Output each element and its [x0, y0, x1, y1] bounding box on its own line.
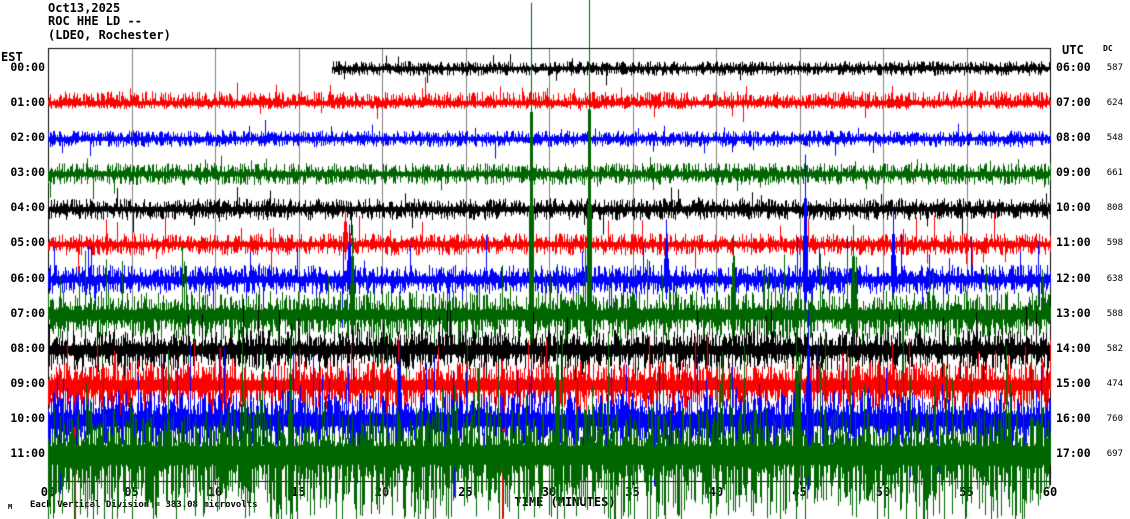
utc-time-label: 12:00: [1056, 270, 1091, 285]
station-label: ROC HHE LD --: [48, 14, 142, 28]
dc-value: 661: [1106, 168, 1123, 179]
dc-value: 588: [1106, 308, 1123, 319]
dc-value: 624: [1106, 97, 1123, 108]
date-label: Oct13,2025: [48, 1, 121, 15]
est-time-label: 06:00: [10, 270, 45, 285]
x-tick-label: 45: [792, 485, 807, 499]
location-label: (LDEO, Rochester): [48, 28, 171, 42]
est-time-label: 05:00: [10, 235, 45, 250]
dc-value: 638: [1106, 273, 1123, 284]
est-time-label: 09:00: [10, 376, 45, 391]
est-time-label: 11:00: [10, 446, 45, 461]
dc-value: 697: [1106, 449, 1123, 460]
est-time-label: 02:00: [10, 129, 45, 144]
utc-time-label: 07:00: [1056, 94, 1091, 109]
x-tick-label: 05: [124, 485, 139, 499]
x-axis-title: TIME (MINUTES): [514, 495, 616, 509]
x-tick-label: 50: [875, 485, 891, 499]
utc-time-label: 10:00: [1056, 200, 1091, 215]
est-time-label: 08:00: [10, 340, 45, 355]
x-tick-label: 60: [1042, 485, 1058, 499]
dc-value: 587: [1106, 62, 1123, 73]
utc-time-label: 11:00: [1056, 235, 1091, 250]
est-time-label: 07:00: [10, 305, 45, 320]
est-time-label: 00:00: [10, 59, 45, 74]
utc-time-label: 16:00: [1056, 411, 1091, 426]
dc-axis-label: DC: [1103, 44, 1113, 53]
footer-marker: M: [8, 503, 13, 511]
scale-note: Each Vertical Division = 383.08 microvol…: [30, 500, 258, 510]
dc-value: 474: [1106, 379, 1123, 390]
utc-axis-label: UTC: [1062, 43, 1084, 57]
x-tick-label: 00: [40, 485, 56, 499]
est-time-label: 10:00: [10, 411, 45, 426]
dc-value: 548: [1106, 132, 1123, 143]
est-time-label: 01:00: [10, 94, 45, 109]
x-tick-label: 55: [959, 485, 974, 499]
utc-time-label: 08:00: [1056, 129, 1091, 144]
dc-value: 760: [1106, 414, 1123, 425]
est-time-label: 03:00: [10, 165, 45, 180]
utc-time-label: 15:00: [1056, 376, 1091, 391]
dc-value: 808: [1106, 203, 1123, 214]
x-tick-label: 20: [374, 485, 390, 499]
utc-time-label: 09:00: [1056, 165, 1091, 180]
x-tick-label: 15: [291, 485, 306, 499]
dc-value: 582: [1106, 343, 1123, 354]
utc-time-label: 17:00: [1056, 446, 1091, 461]
x-tick-label: 40: [708, 485, 724, 499]
x-tick-label: 10: [207, 485, 223, 499]
est-time-label: 04:00: [10, 200, 45, 215]
utc-time-label: 13:00: [1056, 305, 1091, 320]
dc-value: 598: [1106, 238, 1123, 249]
utc-time-label: 06:00: [1056, 59, 1091, 74]
utc-time-label: 14:00: [1056, 340, 1091, 355]
